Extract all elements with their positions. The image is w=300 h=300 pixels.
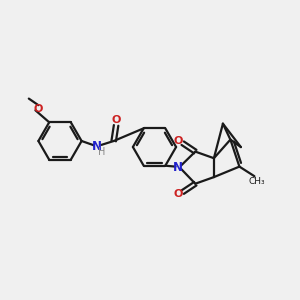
Text: N: N [173,161,183,174]
Text: CH₃: CH₃ [248,177,265,186]
Text: O: O [174,136,183,146]
Text: H: H [98,147,106,157]
Text: O: O [174,189,183,199]
Text: N: N [92,140,102,153]
Text: O: O [111,115,121,125]
Text: O: O [33,104,43,114]
